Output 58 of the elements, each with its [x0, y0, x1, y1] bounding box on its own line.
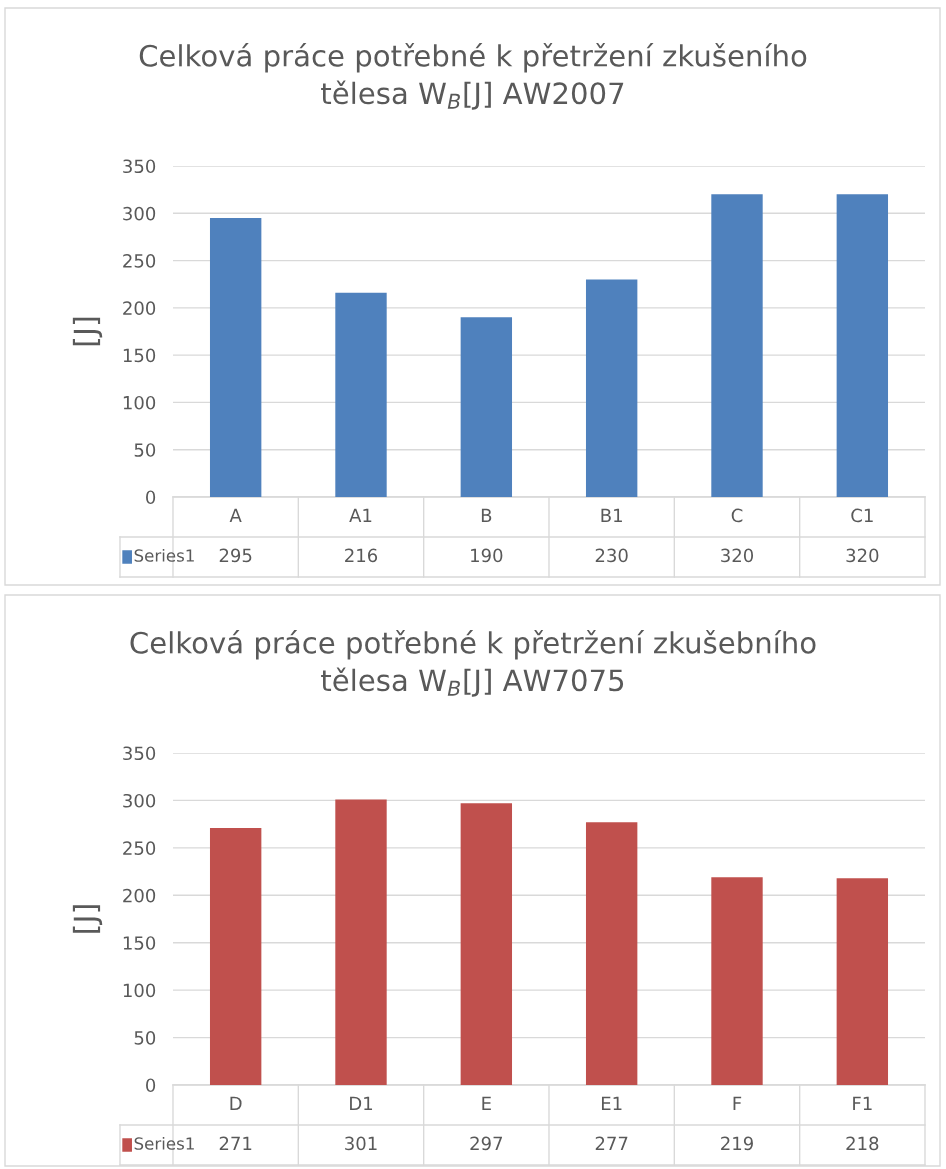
- data-label: 271: [219, 1136, 252, 1150]
- y-tick-label: 100: [123, 983, 156, 998]
- legend-label: Series1: [134, 1136, 194, 1150]
- x-tick-label: B: [481, 508, 492, 522]
- legend-label: Series1: [134, 548, 194, 562]
- data-label: 218: [846, 1136, 879, 1151]
- x-tick-label: C1: [851, 508, 873, 523]
- data-label: 301: [345, 1136, 377, 1151]
- data-label: 320: [721, 548, 754, 563]
- x-tick-label: E1: [601, 1096, 622, 1110]
- data-label: 219: [721, 1136, 753, 1151]
- bar: [460, 317, 513, 497]
- y-tick-label: 250: [123, 254, 156, 268]
- data-label: 320: [846, 548, 879, 563]
- x-tick-label: C: [731, 508, 743, 523]
- bar: [460, 803, 513, 1085]
- bar: [711, 877, 763, 1085]
- bar: [585, 279, 638, 497]
- y-tick-label: 100: [123, 395, 156, 410]
- y-tick-label: 0: [146, 1078, 156, 1093]
- y-axis-title: [J]: [72, 905, 103, 933]
- x-tick-label: B1: [601, 508, 622, 522]
- y-tick-label: 250: [123, 841, 156, 855]
- y-tick-label: 200: [123, 888, 156, 903]
- data-label: 230: [595, 548, 628, 563]
- bar: [335, 292, 387, 497]
- bar: [836, 194, 889, 497]
- y-tick-label: 0: [146, 490, 156, 505]
- y-tick-label: 50: [134, 1031, 156, 1045]
- y-tick-label: 350: [123, 159, 156, 174]
- bar: [335, 799, 387, 1085]
- bar: [836, 878, 889, 1085]
- y-tick-label: 150: [123, 348, 156, 363]
- data-label: 277: [595, 1136, 628, 1150]
- data-label: 216: [345, 548, 378, 563]
- y-tick-label: 50: [134, 443, 156, 457]
- x-tick-label: F1: [853, 1096, 872, 1110]
- y-tick-label: 350: [123, 746, 156, 761]
- chart-title: Celková práce potřebné k přetržení zkušebního tělesa W$_{B}$[J] AW7075: [130, 630, 816, 697]
- y-tick-label: 300: [123, 206, 156, 221]
- bar: [711, 194, 763, 497]
- x-tick-label: F: [733, 1096, 742, 1110]
- x-tick-label: D1: [350, 1096, 373, 1110]
- bar: [585, 822, 638, 1085]
- y-tick-label: 200: [123, 301, 156, 315]
- x-tick-label: A1: [349, 508, 372, 522]
- data-label: 190: [471, 548, 503, 563]
- bar: [209, 827, 262, 1085]
- chart-title: Celková práce potřebné k přetržení zkušeního tělesa W$_{B}$[J] AW2007: [139, 43, 807, 110]
- bar: [209, 218, 262, 497]
- x-tick-label: A: [229, 508, 242, 522]
- data-label: 297: [470, 1136, 503, 1151]
- y-tick-label: 150: [123, 936, 156, 950]
- y-tick-label: 300: [123, 793, 156, 808]
- x-tick-label: E: [482, 1096, 491, 1110]
- data-label: 295: [219, 548, 252, 563]
- x-tick-label: D: [230, 1096, 242, 1110]
- y-axis-title: [J]: [72, 317, 103, 346]
